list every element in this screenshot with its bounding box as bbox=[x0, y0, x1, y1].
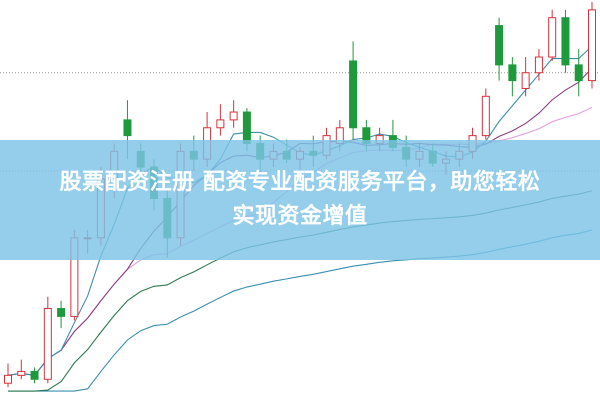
candle-body bbox=[588, 9, 596, 82]
candle-body bbox=[495, 25, 504, 66]
banner-text-line-2: 实现资金增值 bbox=[232, 204, 368, 229]
candle-body bbox=[349, 60, 358, 129]
candle-body bbox=[481, 95, 490, 137]
promo-banner: 股票配资注册 配资专业配资服务平台，助您轻松 实现资金增值 bbox=[0, 140, 600, 260]
candle-body bbox=[242, 111, 251, 144]
candle-body bbox=[534, 56, 543, 74]
candle-body bbox=[43, 308, 52, 380]
candle-body bbox=[123, 119, 132, 137]
candle-body bbox=[508, 64, 517, 82]
candle-body bbox=[548, 17, 557, 58]
candle-body bbox=[561, 17, 570, 66]
candle-body bbox=[4, 374, 12, 384]
candle-body bbox=[30, 370, 39, 380]
candle-body bbox=[216, 119, 225, 129]
candle-body bbox=[574, 64, 583, 82]
banner-text-line-1: 股票配资注册 配资专业配资服务平台，助您轻松 bbox=[59, 170, 541, 195]
candle-body bbox=[17, 370, 26, 376]
candle-body bbox=[229, 111, 238, 121]
candle-body bbox=[521, 72, 530, 89]
candle-body bbox=[57, 308, 66, 317]
